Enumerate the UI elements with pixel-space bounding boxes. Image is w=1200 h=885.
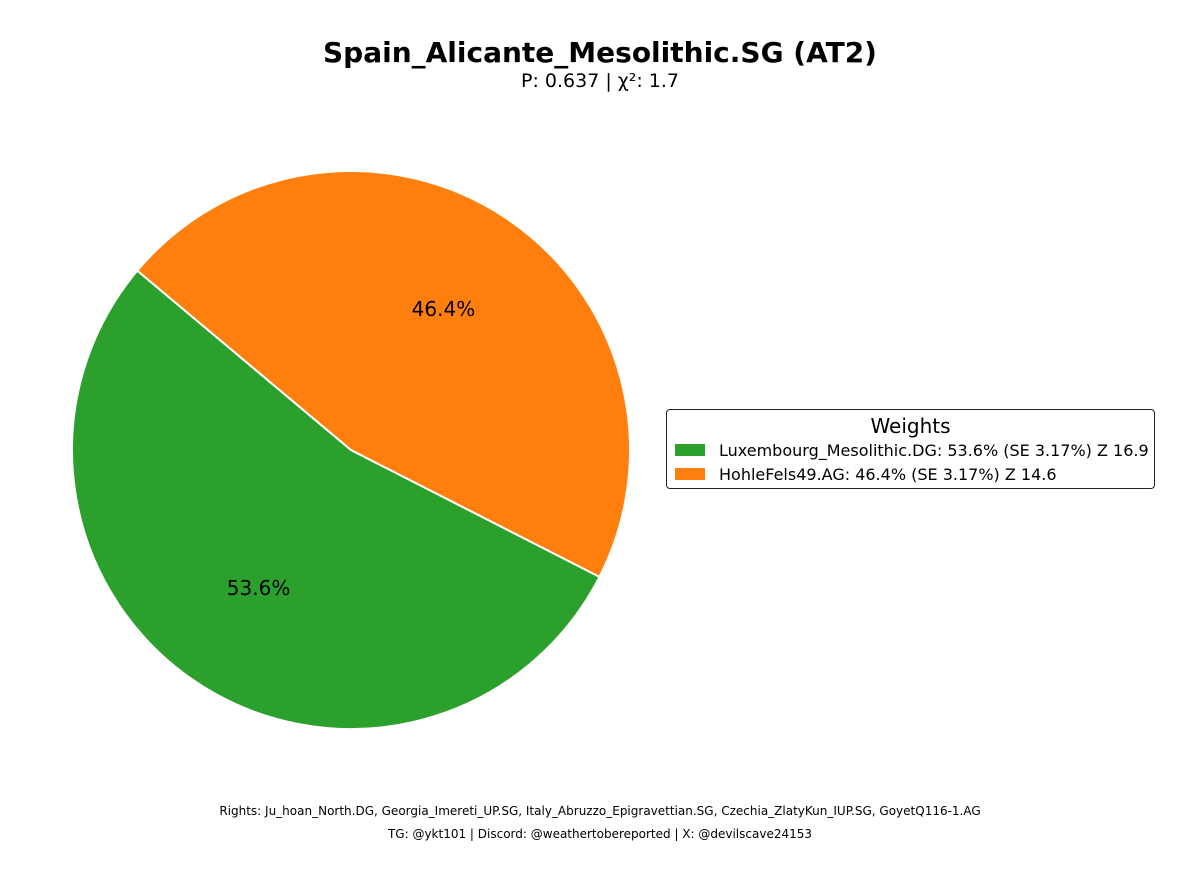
chart-title: Spain_Alicante_Mesolithic.SG (AT2) [323,36,877,69]
pie-label-luxembourg: 53.6% [227,576,291,600]
pie-slice-hohlefels [135,170,631,579]
legend-item-luxembourg: Luxembourg_Mesolithic.DG: 53.6% (SE 3.17… [675,438,1154,462]
pie-slice-luxembourg [71,269,601,730]
pie-chart: 53.6% 46.4% [71,170,631,730]
legend-swatch-luxembourg [675,444,705,456]
legend-item-hohlefels: HohleFels49.AG: 46.4% (SE 3.17%) Z 14.6 [675,462,1154,486]
chart-subtitle: P: 0.637 | χ²: 1.7 [520,70,680,92]
footer-contacts: TG: @ykt101 | Discord: @weathertoberepor… [387,827,813,841]
legend-label-hohlefels: HohleFels49.AG: 46.4% (SE 3.17%) Z 14.6 [719,464,1057,484]
legend-swatch-hohlefels [675,468,705,480]
pie-label-hohlefels: 46.4% [412,297,476,321]
legend: Weights Luxembourg_Mesolithic.DG: 53.6% … [666,409,1155,489]
legend-title: Weights [870,414,951,438]
footer-rights: Rights: Ju_hoan_North.DG, Georgia_Imeret… [219,804,981,818]
legend-label-luxembourg: Luxembourg_Mesolithic.DG: 53.6% (SE 3.17… [719,440,1149,460]
